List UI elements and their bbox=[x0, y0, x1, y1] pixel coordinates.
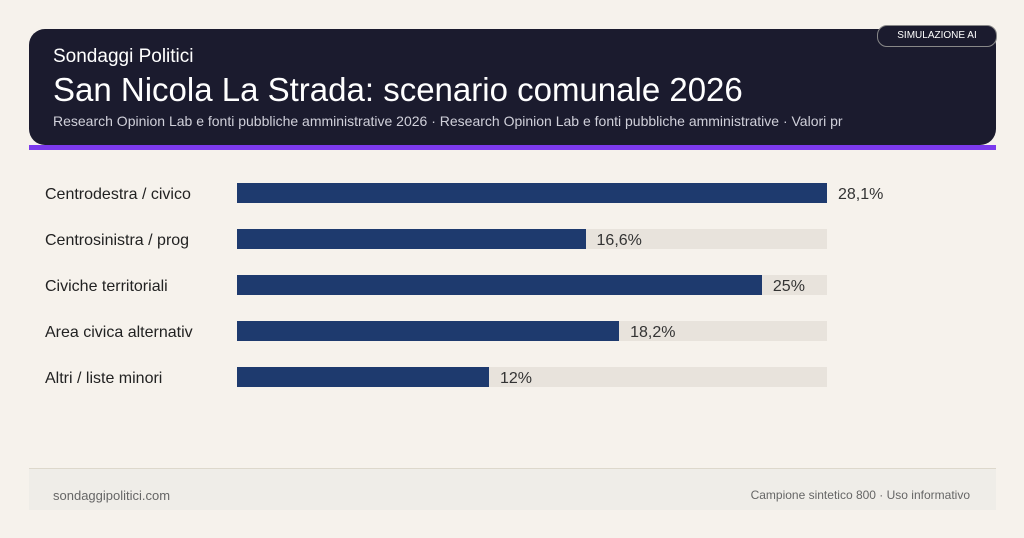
kicker: Sondaggi Politici bbox=[53, 46, 194, 67]
subtitle: Research Opinion Lab e fonti pubbliche a… bbox=[53, 113, 843, 129]
bar bbox=[237, 367, 489, 387]
bar bbox=[237, 321, 620, 341]
bar bbox=[237, 229, 586, 249]
category-label: Centrodestra / civico bbox=[45, 186, 191, 203]
bar bbox=[237, 275, 762, 295]
category-label: Area civica alternativ bbox=[45, 324, 193, 341]
value-label: 12% bbox=[499, 370, 532, 387]
value-label: 18,2% bbox=[630, 324, 676, 341]
value-label: 25% bbox=[772, 278, 805, 295]
category-label: Centrosinistra / prog bbox=[45, 232, 190, 249]
footer: sondaggipolitici.com Campione sintetico … bbox=[29, 468, 996, 510]
value-label: 16,6% bbox=[596, 232, 642, 249]
category-label: Altri / liste minori bbox=[45, 370, 163, 387]
bar bbox=[237, 183, 827, 203]
accent-underline bbox=[29, 145, 996, 150]
page-title: San Nicola La Strada: scenario comunale … bbox=[53, 71, 743, 108]
value-label: 28,1% bbox=[838, 186, 884, 203]
category-label: Civiche territoriali bbox=[45, 278, 168, 295]
simulation-badge: SIMULAZIONE AI bbox=[877, 25, 997, 47]
header-panel: Sondaggi Politici San Nicola La Strada: … bbox=[29, 29, 996, 145]
footer-note: Campione sintetico 800 · Uso informativo bbox=[750, 488, 970, 502]
footer-site: sondaggipolitici.com bbox=[53, 488, 171, 503]
